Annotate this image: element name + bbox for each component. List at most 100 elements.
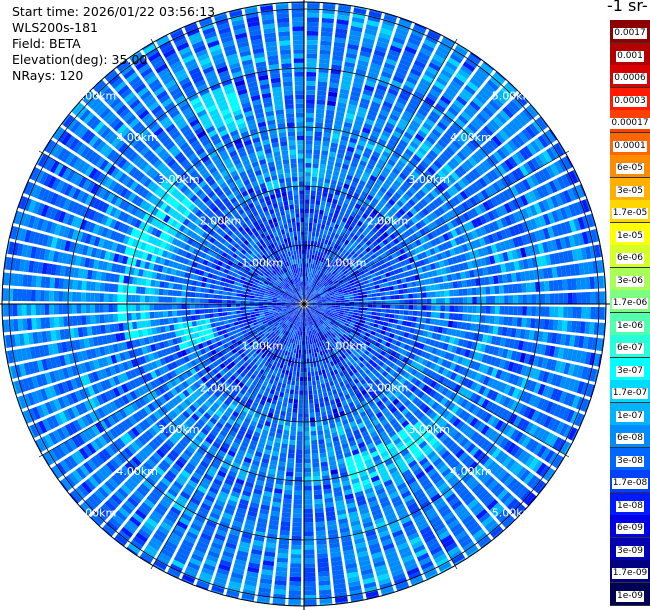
range-gate-cell (275, 109, 285, 115)
range-gate-cell (117, 342, 124, 352)
range-gate-cell (161, 333, 168, 341)
range-gate-cell (277, 318, 282, 323)
range-gate-cell (185, 369, 193, 378)
range-gate-cell (337, 148, 346, 155)
range-gate-cell (521, 283, 527, 293)
range-gate-cell (31, 275, 37, 288)
range-gate-cell (230, 185, 239, 193)
range-gate-cell (407, 288, 413, 294)
range-gate-cell (289, 232, 294, 238)
range-gate-cell (355, 264, 362, 270)
range-gate-cell (14, 258, 21, 272)
range-gate-cell (320, 224, 326, 230)
range-gate-cell (299, 199, 304, 204)
range-gate-cell (306, 263, 309, 268)
range-gate-cell (312, 289, 316, 294)
range-gate-cell (449, 125, 460, 135)
range-gate-cell (51, 177, 61, 191)
range-gate-cell (328, 211, 334, 218)
range-gate-cell (357, 292, 363, 296)
range-gate-cell (100, 175, 110, 186)
range-gate-cell (440, 267, 447, 275)
range-gate-cell (288, 135, 296, 141)
range-gate-cell (147, 120, 158, 130)
range-gate-cell (250, 314, 256, 318)
range-gate-cell (295, 259, 298, 264)
range-gate-cell (319, 163, 327, 170)
range-gate-cell (318, 282, 323, 288)
range-gate-cell (132, 154, 142, 165)
range-gate-cell (307, 12, 320, 18)
range-gate-cell (452, 195, 461, 205)
range-gate-cell (305, 290, 308, 296)
range-gate-cell (222, 304, 227, 308)
range-gate-cell (503, 240, 511, 250)
range-gate-cell (271, 174, 278, 181)
range-gate-cell (335, 204, 342, 211)
range-gate-cell (81, 280, 87, 291)
range-gate-cell (162, 296, 168, 303)
range-gate-cell (163, 356, 171, 364)
range-gate-cell (376, 300, 382, 304)
range-gate-cell (458, 263, 465, 271)
range-gate-cell (158, 341, 166, 349)
range-gate-cell (384, 286, 390, 292)
range-gate-cell (321, 262, 325, 268)
range-gate-cell (373, 216, 381, 223)
range-gate-cell (298, 240, 301, 246)
range-gate-cell (99, 293, 105, 302)
range-gate-cell (277, 295, 283, 298)
range-gate-cell (62, 226, 71, 238)
range-gate-cell (163, 258, 170, 267)
range-gate-cell (225, 254, 232, 260)
range-gate-cell (330, 296, 336, 299)
range-gate-cell (309, 292, 313, 297)
range-gate-cell (352, 12, 366, 20)
range-gate-cell (451, 273, 457, 281)
range-gate-cell (217, 249, 224, 256)
range-gate-cell (119, 126, 131, 138)
range-gate-cell (439, 290, 445, 297)
range-gate-cell (483, 235, 491, 245)
range-gate-cell (331, 253, 337, 259)
range-gate-cell (347, 204, 354, 211)
range-gate-cell (327, 96, 337, 102)
range-gate-cell (118, 274, 125, 284)
range-gate-cell (290, 158, 297, 164)
range-gate-cell (247, 20, 260, 28)
range-gate-cell (321, 247, 326, 254)
range-gate-cell (246, 318, 252, 322)
range-gate-cell (124, 246, 131, 256)
range-gate-cell (259, 278, 265, 283)
range-gate-cell (189, 169, 199, 178)
range-gate-cell (370, 101, 381, 109)
range-gate-cell (272, 146, 280, 153)
range-gate-cell (304, 217, 309, 223)
range-gate-cell (295, 287, 299, 292)
range-gate-cell (312, 227, 317, 233)
range-gate-cell (336, 256, 342, 262)
range-gate-cell (172, 338, 179, 345)
range-gate-cell (262, 97, 272, 104)
range-gate-cell (306, 296, 311, 301)
range-gate-cell (294, 80, 304, 86)
range-gate-cell (370, 219, 378, 227)
range-gate-cell (87, 426, 97, 439)
range-gate-cell (351, 157, 360, 164)
range-gate-cell (235, 304, 241, 307)
range-gate-cell (482, 174, 492, 186)
range-gate-cell (339, 139, 348, 146)
range-gate-cell (351, 274, 357, 280)
range-gate-cell (198, 113, 209, 122)
range-gate-cell (335, 261, 341, 267)
range-gate-cell (564, 236, 572, 249)
range-gate-cell (486, 122, 497, 134)
range-gate-cell (462, 212, 471, 222)
range-gate-cell (339, 252, 345, 259)
range-gate-cell (268, 281, 274, 286)
range-gate-cell (327, 192, 334, 199)
range-gate-cell (95, 140, 106, 153)
range-gate-cell (255, 204, 262, 211)
range-gate-cell (568, 170, 579, 184)
range-gate-cell (158, 395, 167, 405)
